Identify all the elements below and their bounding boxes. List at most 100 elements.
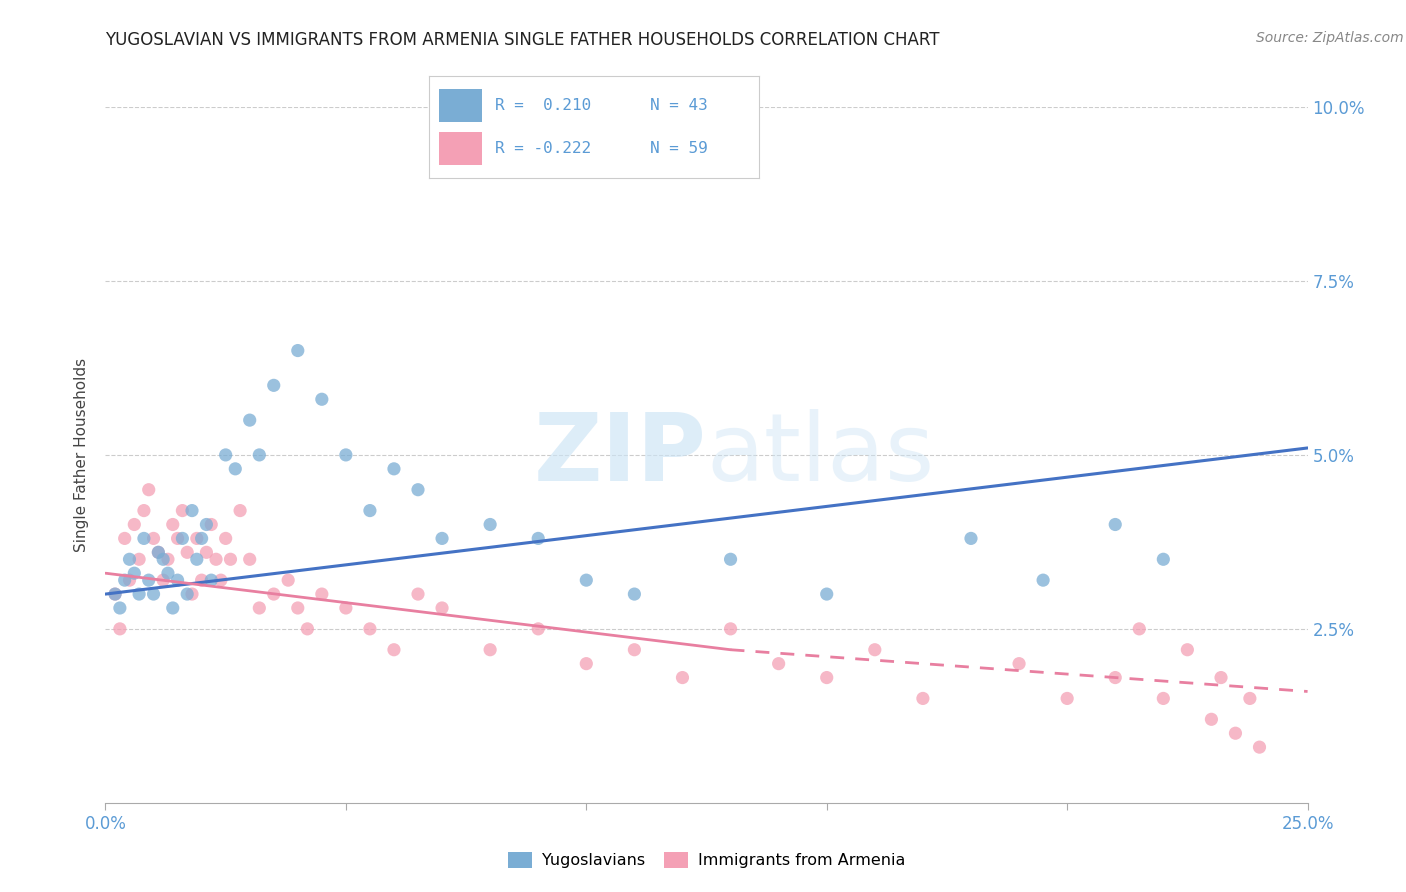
Point [200,573,222,587]
Point [1128,622,1150,636]
Point [720,622,742,636]
Point [1104,517,1126,532]
Point [527,622,550,636]
Point [359,622,381,636]
Text: Source: ZipAtlas.com: Source: ZipAtlas.com [1256,31,1403,45]
Point [623,587,645,601]
Point [124,517,146,532]
Point [1104,671,1126,685]
Point [114,532,136,546]
Point [239,552,262,566]
Point [382,642,405,657]
Point [148,545,170,559]
Point [195,517,218,532]
Point [152,552,174,566]
Text: N = 43: N = 43 [650,98,709,113]
Point [479,517,502,532]
Point [406,587,429,601]
Point [247,448,270,462]
Point [172,503,194,517]
Point [1056,691,1078,706]
Point [138,573,160,587]
Point [128,587,150,601]
Point [128,552,150,566]
Point [720,552,742,566]
Point [1008,657,1031,671]
Point [1209,671,1232,685]
Point [214,532,236,546]
Point [176,545,198,559]
Point [1249,740,1271,755]
Point [108,601,131,615]
Point [152,573,174,587]
Text: R = -0.222: R = -0.222 [495,141,591,156]
Text: atlas: atlas [707,409,935,501]
Point [118,552,141,566]
Point [406,483,429,497]
Point [114,573,136,587]
Point [1152,552,1174,566]
Point [382,462,405,476]
Text: YUGOSLAVIAN VS IMMIGRANTS FROM ARMENIA SINGLE FATHER HOUSEHOLDS CORRELATION CHAR: YUGOSLAVIAN VS IMMIGRANTS FROM ARMENIA S… [105,31,941,49]
Point [200,517,222,532]
Point [263,378,285,392]
Point [162,517,184,532]
Point [263,587,285,601]
Point [108,622,131,636]
Point [224,462,246,476]
Point [287,343,309,358]
Point [142,587,165,601]
Point [335,601,357,615]
Point [575,573,598,587]
Point [124,566,146,581]
Point [1032,573,1054,587]
Point [239,413,262,427]
Point [142,532,165,546]
Point [156,566,179,581]
Legend: Yugoslavians, Immigrants from Armenia: Yugoslavians, Immigrants from Armenia [502,846,911,875]
Point [138,483,160,497]
Point [190,532,212,546]
Point [118,573,141,587]
Point [768,657,790,671]
Point [219,552,242,566]
Point [1201,712,1223,726]
Point [132,503,155,517]
Point [335,448,357,462]
Point [162,601,184,615]
Point [863,642,886,657]
Point [671,671,693,685]
Point [287,601,309,615]
Point [575,657,598,671]
Point [1225,726,1247,740]
Point [181,587,204,601]
Point [181,503,204,517]
Point [623,642,645,657]
Point [166,573,188,587]
Point [186,532,208,546]
Point [527,532,550,546]
Point [359,503,381,517]
Point [1152,691,1174,706]
Point [815,587,838,601]
Point [911,691,934,706]
Point [176,587,198,601]
Point [1239,691,1261,706]
Point [247,601,270,615]
Point [132,532,155,546]
Point [190,573,212,587]
Point [311,392,333,407]
Point [960,532,983,546]
Point [195,545,218,559]
Point [214,448,236,462]
Point [166,532,188,546]
Point [815,671,838,685]
Point [209,573,232,587]
Text: R =  0.210: R = 0.210 [495,98,591,113]
Point [148,545,170,559]
Point [156,552,179,566]
Text: ZIP: ZIP [534,409,707,501]
Point [297,622,319,636]
Text: N = 59: N = 59 [650,141,709,156]
Bar [439,132,482,165]
